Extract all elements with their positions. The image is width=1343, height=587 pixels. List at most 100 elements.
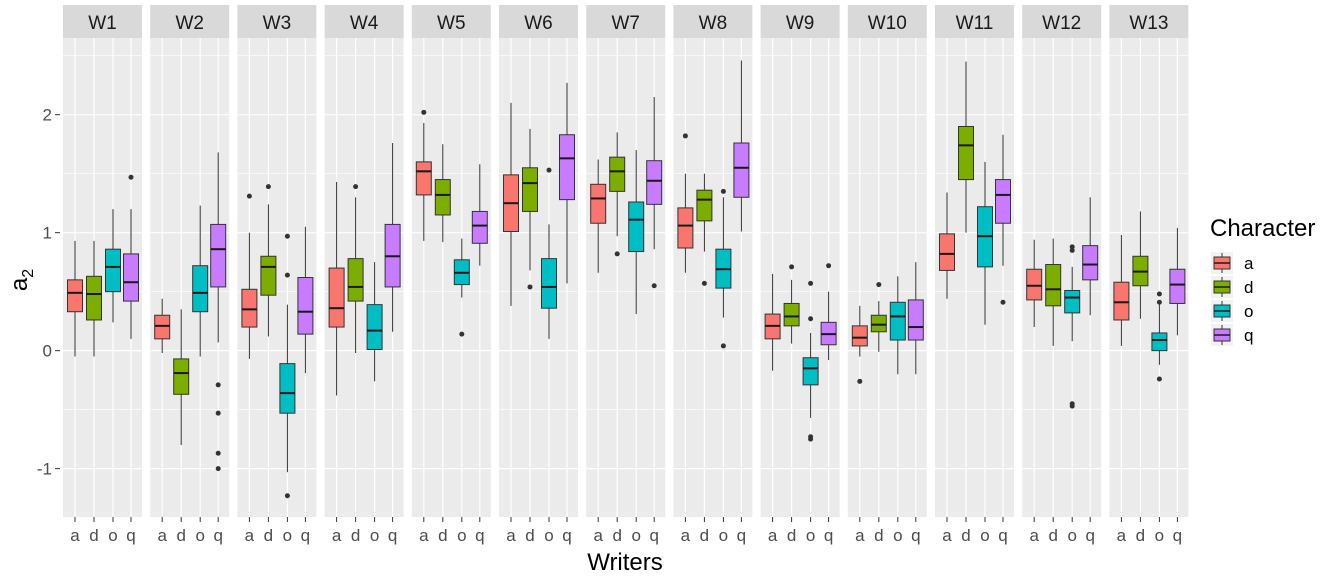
box-W4-d — [347, 184, 364, 354]
box-iqr — [696, 189, 713, 222]
outlier-point — [284, 272, 290, 278]
x-tick-label: o — [1155, 526, 1164, 545]
outlier-point — [857, 378, 863, 384]
facet-panel-W8: W8 a d o q — [673, 5, 753, 545]
outlier-point — [614, 251, 620, 257]
x-tick-label: o — [631, 526, 640, 545]
box-iqr — [471, 210, 488, 244]
box-iqr — [677, 207, 694, 249]
box-W6-q — [559, 82, 575, 284]
outlier-point — [284, 493, 290, 499]
x-tick-label: a — [157, 526, 167, 545]
x-tick-label: a — [1117, 526, 1127, 545]
facet-panel-W2: W2 a d o q — [150, 5, 230, 545]
box-iqr — [541, 258, 557, 309]
box-iqr — [889, 301, 906, 341]
facet-strip — [499, 5, 578, 38]
outlier-point — [720, 188, 726, 194]
box-W10-a — [851, 305, 868, 384]
box-W13-o — [1151, 291, 1168, 382]
facet-strip — [324, 5, 404, 38]
facet-panel-W4: W4 a d o q — [324, 5, 404, 545]
outlier-point — [215, 382, 221, 388]
facet-strip-label: W2 — [175, 13, 204, 34]
facet-strip-label: W6 — [524, 13, 553, 34]
outlier-point — [1069, 244, 1075, 250]
outlier-point — [682, 133, 688, 139]
outlier-point — [215, 450, 221, 456]
box-W11-o — [977, 161, 993, 325]
box-iqr — [522, 167, 538, 212]
x-tick-label: q — [998, 526, 1007, 545]
box-W6-o — [541, 167, 557, 339]
x-tick-label: q — [301, 526, 310, 545]
x-tick-label: q — [649, 526, 658, 545]
box-W6-d — [522, 128, 538, 290]
x-tick-label: a — [1029, 526, 1039, 545]
box-iqr — [279, 363, 296, 414]
box-iqr — [366, 304, 383, 350]
box-iqr — [347, 258, 364, 302]
box-iqr — [559, 134, 575, 201]
box-iqr — [434, 179, 451, 216]
facet-strip — [586, 5, 666, 38]
x-tick-label: q — [475, 526, 484, 545]
box-W7-d — [609, 132, 626, 257]
box-iqr — [907, 299, 924, 341]
box-iqr — [1026, 268, 1043, 301]
x-tick-label: o — [195, 526, 204, 545]
x-tick-label: a — [245, 526, 255, 545]
panel-background — [847, 38, 927, 517]
outlier-point — [128, 174, 134, 180]
outlier-point — [720, 343, 726, 349]
box-W9-a — [764, 273, 781, 371]
outlier-point — [527, 284, 533, 290]
facet-strip-label: W1 — [88, 13, 117, 34]
box-W13-d — [1132, 211, 1149, 319]
box-iqr — [154, 314, 171, 340]
x-tick-label: q — [1085, 526, 1094, 545]
x-tick-label: d — [525, 526, 534, 545]
x-tick-label: o — [893, 526, 902, 545]
x-tick-label: q — [213, 526, 222, 545]
x-tick-label: a — [70, 526, 80, 545]
box-iqr — [297, 277, 314, 335]
box-iqr — [1045, 264, 1062, 307]
box-iqr — [241, 288, 258, 328]
box-iqr — [67, 279, 83, 313]
box-W10-q — [907, 262, 924, 375]
x-tick-label: d — [787, 526, 796, 545]
box-W7-o — [628, 150, 645, 315]
facet-strip-label: W11 — [956, 13, 994, 34]
box-W7-q — [646, 96, 663, 289]
box-W12-a — [1026, 239, 1043, 328]
facet-strip-label: W4 — [350, 13, 379, 34]
box-W2-o — [192, 205, 209, 357]
x-tick-label: q — [1173, 526, 1182, 545]
x-tick-label: d — [438, 526, 447, 545]
x-tick-label: o — [283, 526, 292, 545]
y-tick-label: -1 — [37, 460, 52, 479]
outlier-point — [808, 436, 814, 442]
facet-strip-label: W9 — [786, 13, 815, 34]
x-tick-label: q — [388, 526, 397, 545]
facet-panel-W6: W6 a d o q — [499, 5, 578, 545]
panel-background — [499, 38, 578, 517]
box-W9-d — [783, 264, 800, 344]
outlier-point — [353, 184, 359, 190]
panel-background — [760, 38, 840, 517]
box-iqr — [1082, 245, 1099, 281]
x-tick-label: d — [961, 526, 970, 545]
x-tick-label: q — [737, 526, 746, 545]
facet-strip — [1022, 5, 1102, 38]
box-W5-q — [471, 164, 488, 266]
box-W1-a — [67, 240, 83, 357]
x-tick-label: a — [332, 526, 342, 545]
outlier-point — [1156, 291, 1162, 297]
box-W5-o — [453, 238, 470, 337]
box-W8-q — [733, 60, 750, 232]
box-W1-q — [123, 174, 139, 339]
facet-panel-W11: W11 a d o q — [935, 5, 1014, 545]
x-tick-label: d — [351, 526, 360, 545]
